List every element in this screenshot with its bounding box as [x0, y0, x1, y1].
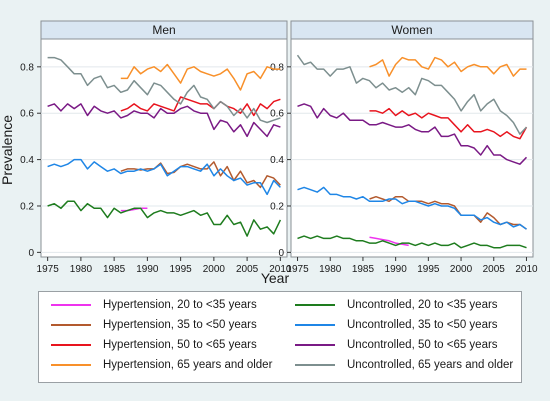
legend-swatch — [295, 323, 335, 326]
legend-swatch — [295, 343, 335, 346]
y-tick-label: 0.6 — [20, 109, 34, 120]
legend-label: Uncontrolled, 50 to <65 years — [347, 338, 498, 351]
y-tick-label: 0 — [28, 248, 34, 259]
series-line-women — [369, 56, 527, 77]
legend-swatch — [295, 303, 335, 306]
x-tick-label: 1975 — [37, 264, 60, 275]
legend-label: Hypertension, 35 to <50 years — [103, 318, 257, 331]
y-tick-label: 0.2 — [20, 201, 34, 212]
x-tick-label: 1990 — [136, 264, 159, 275]
x-tick-label: 2010 — [515, 264, 538, 275]
x-tick-label: 1995 — [417, 264, 440, 275]
legend-item: Uncontrolled, 50 to <65 years — [295, 336, 498, 353]
legend-swatch — [295, 363, 335, 366]
legend-item: Hypertension, 35 to <50 years — [51, 316, 257, 333]
series-line-men — [120, 96, 281, 117]
x-tick-label: 1995 — [169, 264, 192, 275]
x-tick-label: 1985 — [352, 264, 375, 275]
series-line-men — [47, 158, 281, 196]
legend-item: Uncontrolled, 35 to <50 years — [295, 316, 498, 333]
legend-label: Uncontrolled, 35 to <50 years — [347, 318, 498, 331]
x-tick-label: 2005 — [483, 264, 506, 275]
y-tick-label: 0.8 — [20, 62, 34, 73]
legend-swatch — [51, 363, 91, 366]
x-tick-label: 2000 — [203, 264, 226, 275]
x-tick-label: 1975 — [286, 264, 309, 275]
legend-label: Hypertension, 65 years and older — [103, 358, 273, 371]
series-line-men — [47, 200, 282, 237]
y-tick-label: 0.6 — [270, 109, 284, 120]
y-tick-label: 0.8 — [270, 62, 284, 73]
legend-label: Hypertension, 20 to <35 years — [103, 298, 257, 311]
series-line-men — [120, 63, 281, 91]
legend-label: Uncontrolled, 20 to <35 years — [347, 298, 498, 311]
legend-swatch — [51, 303, 91, 306]
legend-item: Hypertension, 50 to <65 years — [51, 336, 257, 353]
legend-swatch — [51, 323, 91, 326]
legend-item: Hypertension, 65 years and older — [51, 356, 272, 373]
series-line-men — [47, 103, 281, 138]
legend-swatch — [51, 343, 91, 346]
plot-area-men — [40, 38, 288, 258]
y-tick-label: 0.4 — [20, 155, 34, 166]
x-tick-label: 2005 — [236, 264, 259, 275]
legend-item: Uncontrolled, 65 years and older — [295, 356, 513, 373]
y-tick-label: 0.2 — [270, 201, 284, 212]
series-line-women — [297, 103, 528, 165]
series-line-men — [47, 56, 281, 124]
x-tick-label: 1990 — [385, 264, 408, 275]
x-tick-label: 1980 — [70, 264, 93, 275]
x-axis-label: Year — [261, 270, 290, 286]
legend: Hypertension, 20 to <35 years Uncontrolle… — [38, 291, 522, 383]
legend-label: Uncontrolled, 65 years and older — [347, 358, 514, 371]
panel-title-men: Men — [152, 23, 175, 37]
legend-label: Hypertension, 50 to <65 years — [103, 338, 257, 351]
series-line-women — [297, 186, 527, 230]
panel-title-women: Women — [391, 23, 432, 37]
x-tick-label: 1980 — [319, 264, 342, 275]
y-tick-label: 0.4 — [270, 155, 284, 166]
series-line-women — [296, 54, 528, 135]
y-axis-label: Prevalence — [0, 115, 15, 185]
series-line-women — [369, 107, 528, 140]
legend-item: Uncontrolled, 20 to <35 years — [295, 296, 498, 313]
x-tick-label: 1985 — [103, 264, 126, 275]
x-tick-label: 2010 — [269, 264, 292, 275]
series-line-men — [120, 161, 281, 189]
series-line-women — [369, 236, 409, 247]
legend-item: Hypertension, 20 to <35 years — [51, 296, 257, 313]
y-tick-label: 0 — [278, 248, 284, 259]
series-line-women — [297, 235, 527, 249]
x-tick-label: 2000 — [450, 264, 473, 275]
